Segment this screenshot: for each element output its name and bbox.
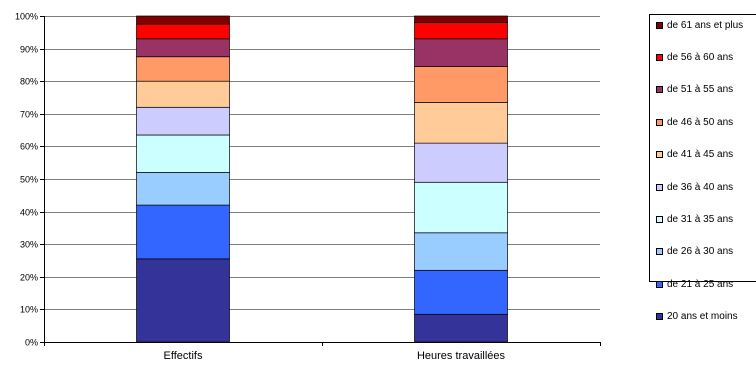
y-tick-label: 30% — [20, 240, 38, 250]
legend-swatch — [656, 86, 663, 94]
legend-label: de 26 à 30 ans — [667, 246, 734, 258]
bar-segment — [414, 313, 508, 343]
legend-label: 20 ans et moins — [667, 311, 738, 323]
category-label: Heures travaillées — [417, 350, 506, 362]
y-tick-labels: 0% 10% 20% 30% 40% 50% 60% 70% 80% 90% 100% — [15, 12, 38, 348]
y-gridlines — [40, 16, 600, 343]
legend-item: de 56 à 60 ans — [656, 51, 733, 63]
bar-segment — [414, 232, 508, 271]
bar-segment — [136, 56, 230, 82]
category-label: Effectifs — [164, 350, 203, 362]
legend-item: de 46 à 50 ans — [656, 116, 733, 128]
y-tick-label: 20% — [20, 273, 38, 283]
legend-label: de 41 à 45 ans — [667, 149, 734, 161]
legend-item: 20 ans et moins — [656, 311, 738, 323]
legend-swatch — [656, 183, 663, 191]
bar-segment — [136, 134, 230, 173]
legend-item: de 61 ans et plus — [656, 19, 743, 31]
legend-item: de 41 à 45 ans — [656, 149, 733, 161]
bar-segment — [136, 80, 230, 108]
bar-segment — [414, 269, 508, 315]
legend: de 61 ans et plus de 56 à 60 ans de 51 à 5… — [649, 14, 756, 322]
bar-segment — [414, 15, 508, 23]
y-tick-label: 90% — [20, 45, 38, 55]
y-tick-label: 70% — [20, 110, 38, 120]
legend-item: de 31 à 35 ans — [656, 213, 733, 225]
bar-segment — [414, 66, 508, 103]
bar-segment — [136, 204, 230, 260]
bar-segment — [414, 181, 508, 234]
bar-segment — [414, 102, 508, 144]
legend-swatch — [656, 53, 663, 61]
bar-segment — [136, 15, 230, 25]
y-tick-label: 40% — [20, 208, 38, 218]
bar-segment — [136, 258, 230, 343]
legend-swatch — [656, 118, 663, 126]
legend-label: de 36 à 40 ans — [667, 181, 734, 193]
bar-segment — [136, 38, 230, 58]
bar-segment — [136, 106, 230, 136]
legend-swatch — [656, 280, 663, 288]
legend-item: de 26 à 30 ans — [656, 246, 733, 258]
legend-item: de 21 à 25 ans — [656, 278, 733, 290]
stacked-bar-chart: 0% 10% 20% 30% 40% 50% 60% 70% 80% 90% 100% Effect… — [15, 12, 601, 362]
legend-label: de 56 à 60 ans — [667, 51, 734, 63]
y-tick-label: 60% — [20, 142, 38, 152]
legend-swatch — [656, 151, 663, 159]
bar-segment — [414, 38, 508, 67]
legend-swatch — [656, 248, 663, 256]
legend-label: de 21 à 25 ans — [667, 278, 734, 290]
category-labels: Effectifs Heures travaillées — [164, 350, 506, 362]
legend-swatch — [656, 21, 663, 29]
bar-segment — [136, 23, 230, 40]
y-tick-label: 80% — [20, 77, 38, 87]
bar-segment — [136, 172, 230, 206]
y-tick-label: 10% — [20, 305, 38, 315]
axes — [44, 16, 601, 346]
legend-swatch — [656, 313, 663, 321]
bar-segment — [414, 22, 508, 40]
legend-item: de 36 à 40 ans — [656, 181, 733, 193]
legend-item: de 51 à 55 ans — [656, 84, 733, 96]
y-tick-label: 50% — [20, 175, 38, 185]
y-tick-label: 0% — [25, 338, 38, 348]
legend-label: de 61 ans et plus — [667, 19, 744, 31]
legend-label: de 51 à 55 ans — [667, 84, 734, 96]
legend-label: de 31 à 35 ans — [667, 213, 734, 225]
legend-swatch — [656, 215, 663, 223]
bar-segments — [136, 15, 508, 343]
legend-label: de 46 à 50 ans — [667, 116, 734, 128]
bar-segment — [414, 142, 508, 183]
y-tick-label: 100% — [15, 12, 38, 22]
